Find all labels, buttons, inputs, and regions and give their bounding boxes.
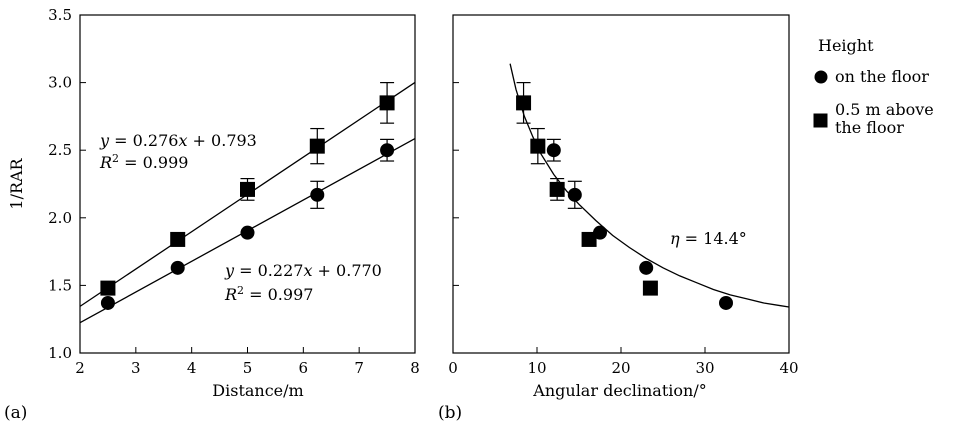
data-point-circle bbox=[567, 187, 582, 202]
y-tick-label: 1.0 bbox=[48, 344, 72, 362]
panel-a: 2 3 4 5 6 7 8 1.0 1.5 2.0 2.5 3.0 3.5 1/RAR Distance… bbox=[4, 6, 420, 423]
eta-annotation: η = 14.4° bbox=[670, 229, 747, 248]
data-point-square bbox=[240, 181, 255, 197]
x-tick-label: 0 bbox=[448, 359, 458, 377]
data-point-square bbox=[642, 280, 658, 296]
data-point-square bbox=[379, 95, 395, 111]
r-squared-lower: R2 = 0.997 bbox=[224, 284, 313, 305]
data-point-square bbox=[170, 231, 186, 247]
x-tick-label: 40 bbox=[779, 359, 798, 377]
x-axis-title-b: Angular declination/° bbox=[532, 381, 706, 400]
data-point-square bbox=[549, 181, 565, 197]
legend-label-above-2: the floor bbox=[835, 118, 904, 137]
data-point-square bbox=[581, 231, 597, 247]
y-tick-label: 1.5 bbox=[48, 276, 72, 294]
legend-circle-marker bbox=[814, 70, 828, 84]
x-tick-label: 2 bbox=[75, 359, 85, 377]
panel-label-a: (a) bbox=[4, 403, 27, 423]
legend-label-above-1: 0.5 m above bbox=[835, 100, 934, 119]
data-point-circle bbox=[546, 143, 561, 158]
y-tick-label: 3.0 bbox=[48, 74, 72, 92]
x-tick-label: 6 bbox=[299, 359, 309, 377]
x-tick-label: 10 bbox=[527, 359, 546, 377]
x-tick-label: 8 bbox=[410, 359, 420, 377]
data-point-circle bbox=[100, 295, 115, 310]
data-point-circle bbox=[240, 225, 255, 240]
r-squared-upper: R2 = 0.999 bbox=[99, 152, 188, 173]
data-point-circle bbox=[719, 295, 733, 310]
data-point-square bbox=[309, 138, 325, 154]
equation-lower: y = 0.227x + 0.770 bbox=[224, 261, 382, 280]
data-point-square bbox=[100, 280, 116, 296]
panel-b-markers bbox=[516, 95, 733, 310]
y-axis-title: 1/RAR bbox=[7, 157, 26, 209]
x-tick-label: 30 bbox=[695, 359, 714, 377]
data-point-circle bbox=[170, 260, 185, 275]
data-point-square bbox=[516, 95, 532, 111]
panel-a-ticks: 2 3 4 5 6 7 8 1.0 1.5 2.0 2.5 3.0 3.5 bbox=[48, 6, 420, 377]
data-point-circle bbox=[310, 187, 325, 202]
x-tick-label: 5 bbox=[243, 359, 253, 377]
y-tick-label: 2.0 bbox=[48, 209, 72, 227]
panel-label-b: (b) bbox=[438, 403, 462, 423]
y-tick-label: 3.5 bbox=[48, 6, 72, 24]
panel-b-ticks: 0 10 20 30 40 bbox=[448, 14, 799, 377]
x-axis-title-a: Distance/m bbox=[212, 381, 303, 400]
data-point-square bbox=[530, 138, 546, 154]
y-tick-label: 2.5 bbox=[48, 141, 72, 159]
legend-title: Height bbox=[818, 36, 874, 55]
plot-frame-b bbox=[452, 14, 790, 354]
x-tick-label: 20 bbox=[611, 359, 630, 377]
panel-a-markers bbox=[100, 95, 395, 310]
x-tick-label: 3 bbox=[131, 359, 141, 377]
data-point-circle bbox=[380, 143, 395, 158]
panel-b: 0 10 20 30 40 Angular declination/° (b) η = … bbox=[438, 14, 799, 423]
x-tick-label: 7 bbox=[354, 359, 364, 377]
x-tick-label: 4 bbox=[187, 359, 197, 377]
legend: Height on the floor 0.5 m above the floo… bbox=[813, 36, 934, 137]
legend-label-floor: on the floor bbox=[835, 67, 929, 86]
legend-square-marker bbox=[813, 113, 828, 128]
data-point-circle bbox=[639, 260, 654, 275]
equation-upper: y = 0.276x + 0.793 bbox=[99, 131, 257, 150]
